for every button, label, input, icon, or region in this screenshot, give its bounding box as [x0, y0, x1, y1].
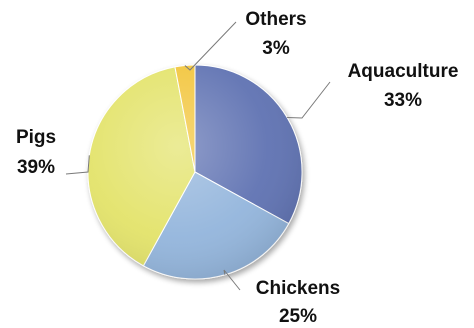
- leader-line-aquaculture: [287, 81, 331, 119]
- slice-labels: Aquaculture 33% Chickens 25% Pigs 39% Ot…: [16, 9, 458, 327]
- slice-value-others: 3%: [262, 38, 290, 59]
- slice-label-others: Others: [245, 9, 306, 30]
- slice-label-aquaculture: Aquaculture: [348, 61, 459, 82]
- slice-label-chickens: Chickens: [256, 278, 340, 299]
- leader-line-chickens: [223, 269, 241, 291]
- slice-value-aquaculture: 33%: [384, 90, 422, 111]
- leader-lines: [65, 21, 331, 291]
- pie-slices: [87, 64, 303, 280]
- slice-label-pigs: Pigs: [16, 127, 56, 148]
- slice-value-pigs: 39%: [17, 157, 55, 178]
- slice-value-chickens: 25%: [279, 306, 317, 327]
- leader-line-others: [184, 21, 237, 71]
- leader-line-pigs: [65, 155, 90, 175]
